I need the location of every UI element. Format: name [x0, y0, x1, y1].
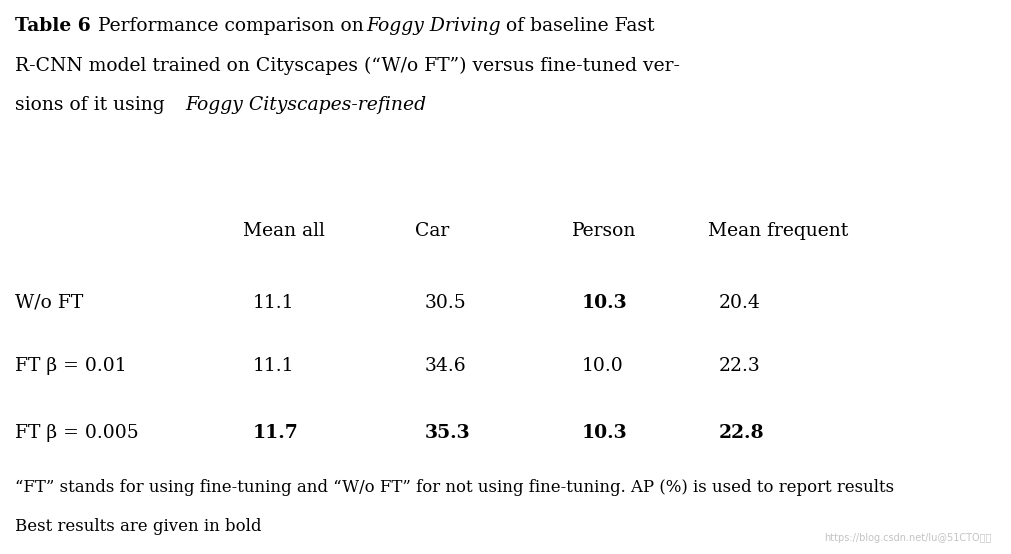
Text: Table 6: Table 6	[15, 17, 91, 34]
Text: 30.5: 30.5	[425, 294, 466, 311]
Text: “FT” stands for using fine-tuning and “W/o FT” for not using fine-tuning. AP (%): “FT” stands for using fine-tuning and “W…	[15, 479, 894, 496]
Text: Mean frequent: Mean frequent	[708, 222, 848, 239]
Text: R-CNN model trained on Cityscapes (“W/o FT”) versus fine-tuned ver-: R-CNN model trained on Cityscapes (“W/o …	[15, 57, 679, 75]
Text: Car: Car	[415, 222, 449, 239]
Text: FT β = 0.005: FT β = 0.005	[15, 424, 139, 442]
Text: 10.0: 10.0	[581, 357, 623, 375]
Text: FT β = 0.01: FT β = 0.01	[15, 357, 126, 375]
Text: 11.1: 11.1	[253, 294, 294, 311]
Text: Best results are given in bold: Best results are given in bold	[15, 518, 262, 535]
Text: 22.3: 22.3	[718, 357, 759, 375]
Text: Mean all: Mean all	[243, 222, 325, 239]
Text: 10.3: 10.3	[581, 424, 627, 442]
Text: Foggy Cityscapes-refined: Foggy Cityscapes-refined	[185, 96, 426, 114]
Text: Performance comparison on: Performance comparison on	[98, 17, 370, 34]
Text: of baseline Fast: of baseline Fast	[499, 17, 654, 34]
Text: 11.1: 11.1	[253, 357, 294, 375]
Text: https://blog.csdn.net/lu@51CTO博客: https://blog.csdn.net/lu@51CTO博客	[824, 533, 991, 543]
Text: 22.8: 22.8	[718, 424, 763, 442]
Text: Person: Person	[571, 222, 636, 239]
Text: sions of it using: sions of it using	[15, 96, 171, 114]
Text: W/o FT: W/o FT	[15, 294, 83, 311]
Text: Foggy Driving: Foggy Driving	[366, 17, 500, 34]
Text: 35.3: 35.3	[425, 424, 470, 442]
Text: 20.4: 20.4	[718, 294, 759, 311]
Text: 10.3: 10.3	[581, 294, 627, 311]
Text: 34.6: 34.6	[425, 357, 466, 375]
Text: 11.7: 11.7	[253, 424, 298, 442]
